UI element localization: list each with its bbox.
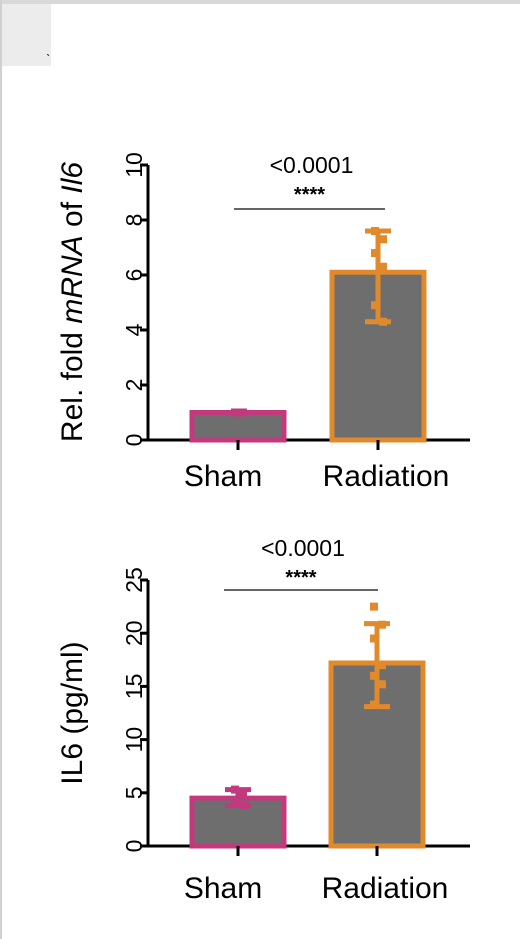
x-category-label: Radiation — [322, 872, 449, 905]
x-category-label: Radiation — [323, 460, 450, 493]
y-tick-label: 10 — [121, 727, 147, 753]
significance-stars: **** — [294, 184, 325, 206]
data-point — [371, 301, 379, 310]
window-left-edge — [0, 0, 2, 939]
data-point — [231, 797, 239, 806]
y-axis-label-gene: Il6 — [56, 162, 89, 194]
data-point — [378, 680, 386, 689]
panel-corner-tab — [2, 4, 51, 66]
x-category-label: Sham — [184, 460, 262, 493]
p-value-label: <0.0001 — [261, 535, 345, 561]
data-point — [239, 408, 247, 417]
data-point — [371, 249, 379, 257]
y-tick-label: 20 — [121, 620, 147, 646]
bar-sham — [189, 410, 287, 443]
data-point — [239, 801, 247, 810]
data-point — [239, 790, 247, 799]
y-tick-label: 5 — [121, 786, 147, 799]
significance-stars: **** — [285, 567, 316, 589]
data-point — [379, 317, 387, 326]
y-tick-label: 4 — [121, 323, 147, 336]
chart-panel-1: Rel. fold mRNA of Il6 0 2 4 6 8 10 Sham Radiatio… — [56, 152, 470, 493]
data-point — [371, 227, 379, 235]
data-point — [370, 634, 378, 643]
p-value-label: <0.0001 — [270, 152, 354, 178]
y-axis-label-part: of — [56, 194, 89, 236]
y-axis-label: Rel. fold mRNA of Il6 — [56, 162, 89, 442]
data-point — [378, 620, 386, 629]
data-point — [370, 700, 378, 709]
y-tick-label: 8 — [121, 214, 147, 227]
y-tick-label: 10 — [121, 152, 147, 178]
data-point — [378, 661, 386, 670]
y-tick-label: 6 — [121, 269, 147, 282]
y-axis-label-part: Rel. fold — [56, 324, 89, 442]
x-category-label: Sham — [184, 872, 262, 905]
y-tick-label: 25 — [121, 567, 147, 593]
y-axis-label-italic: mRNA — [56, 235, 89, 323]
y-axis-label: IL6 (pg/ml) — [56, 641, 89, 784]
window-top-edge — [0, 0, 520, 4]
data-point — [370, 671, 378, 680]
panel-corner-mark: ˎ — [46, 40, 51, 56]
chart-panel-2: IL6 (pg/ml) 0 5 10 15 20 25 Sham Radiation <0.000… — [56, 535, 470, 905]
y-tick-label: 2 — [121, 379, 147, 392]
y-tick-label: 15 — [121, 674, 147, 700]
data-point — [379, 262, 387, 271]
data-point — [370, 602, 378, 611]
data-point — [231, 785, 239, 794]
y-tick-label: 0 — [121, 434, 147, 447]
data-point — [231, 408, 239, 417]
y-tick-label: 0 — [121, 840, 147, 853]
data-point — [379, 235, 387, 244]
